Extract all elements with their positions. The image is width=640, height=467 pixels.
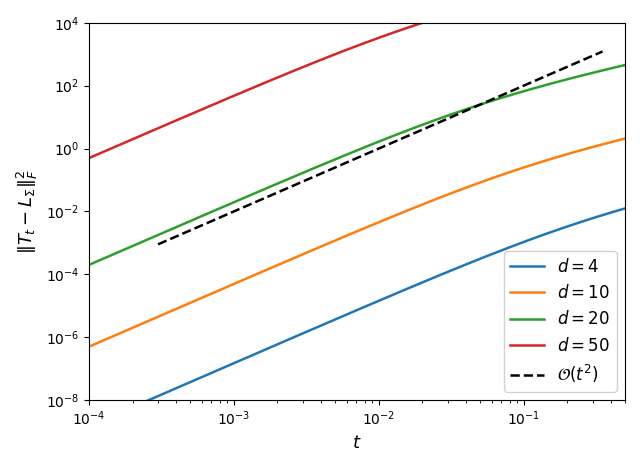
$d = 10$ xyxy=(375,219,383,225)
$d = 50$ xyxy=(85,156,93,161)
X-axis label: $t$: $t$ xyxy=(352,434,362,452)
$d = 10$ xyxy=(524,163,532,169)
$\mathcal{O}(t^2)$ xyxy=(419,127,426,132)
$d = 20$ xyxy=(524,87,532,93)
Legend: $d = 4$, $d = 10$, $d = 20$, $d = 50$, $\mathcal{O}(t^2)$: $d = 4$, $d = 10$, $d = 20$, $d = 50$, $… xyxy=(504,251,617,392)
Line: $d = 50$: $d = 50$ xyxy=(89,0,625,158)
$\mathcal{O}(t^2)$ xyxy=(557,67,564,72)
$\mathcal{O}(t^2)$ xyxy=(426,123,434,129)
$d = 10$ xyxy=(85,344,93,349)
$d = 10$ xyxy=(340,234,348,240)
$d = 20$ xyxy=(608,65,616,71)
$d = 4$ xyxy=(375,298,383,304)
$d = 20$ xyxy=(404,127,412,133)
$d = 20$ xyxy=(85,262,93,268)
$d = 10$ xyxy=(608,139,616,145)
Line: $d = 20$: $d = 20$ xyxy=(89,65,625,265)
$d = 20$ xyxy=(343,152,351,157)
$d = 4$ xyxy=(85,423,93,429)
$\mathcal{O}(t^2)$ xyxy=(154,241,162,247)
$\mathcal{O}(t^2)$ xyxy=(417,127,425,133)
$d = 10$ xyxy=(404,207,412,213)
$d = 50$ xyxy=(343,47,351,53)
$d = 4$ xyxy=(621,205,629,211)
$d = 4$ xyxy=(608,209,616,215)
$d = 4$ xyxy=(340,313,348,318)
$d = 4$ xyxy=(404,286,412,291)
$d = 4$ xyxy=(524,237,532,243)
$d = 50$ xyxy=(375,35,383,41)
$d = 50$ xyxy=(340,48,348,54)
$d = 20$ xyxy=(340,153,348,159)
$\mathcal{O}(t^2)$ xyxy=(156,241,163,247)
Y-axis label: $\|T_t - L_\Sigma\|_F^2$: $\|T_t - L_\Sigma\|_F^2$ xyxy=(15,169,40,254)
$\mathcal{O}(t^2)$ xyxy=(598,49,606,54)
$d = 10$ xyxy=(343,233,351,239)
$d = 20$ xyxy=(375,139,383,144)
$d = 50$ xyxy=(404,25,412,30)
$d = 4$ xyxy=(343,311,351,317)
Line: $d = 10$: $d = 10$ xyxy=(89,139,625,347)
Line: $d = 4$: $d = 4$ xyxy=(89,208,625,426)
$\mathcal{O}(t^2)$ xyxy=(529,79,536,85)
$d = 20$ xyxy=(621,62,629,68)
Line: $\mathcal{O}(t^2)$: $\mathcal{O}(t^2)$ xyxy=(158,51,602,244)
$d = 10$ xyxy=(621,136,629,142)
